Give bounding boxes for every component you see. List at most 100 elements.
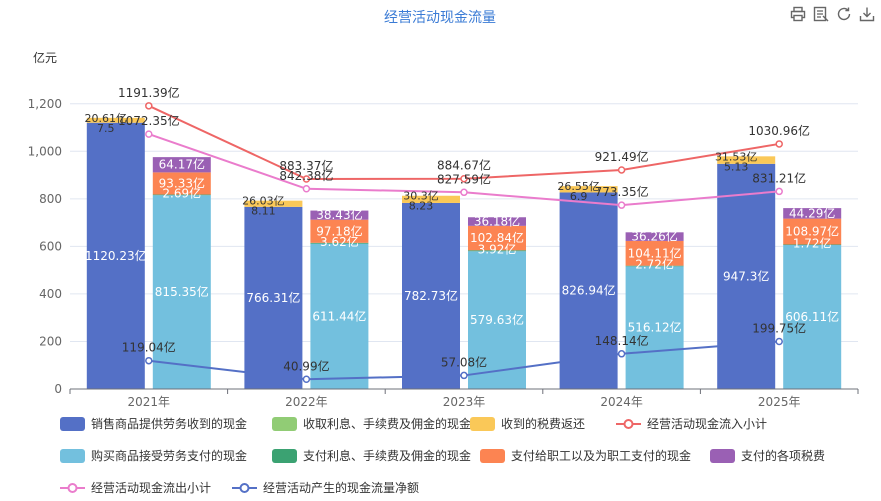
x-tick-label: 2022年 [285, 395, 328, 409]
legend-item-outflow[interactable]: 经营活动现金流出小计 [60, 480, 211, 495]
legend-swatch-purchase [60, 449, 85, 463]
point-outflow [145, 130, 153, 138]
legend-label-interest_out: 支付利息、手续费及佣金的现金 [303, 448, 471, 463]
bar-label-interest_out: 1.72亿 [793, 236, 832, 251]
legend-item-net[interactable]: 经营活动产生的现金流量净额 [232, 480, 419, 495]
bar-label-sales: 1120.23亿 [85, 248, 147, 263]
bar-label-staff: 93.33亿 [159, 175, 205, 190]
legend[interactable]: 销售商品提供劳务收到的现金 收取利息、手续费及佣金的现金 收到的税费返还 经营活动现金… [60, 416, 825, 495]
legend-marker-inflow [623, 419, 634, 429]
point-net [145, 356, 153, 365]
y-tick-label: 400 [39, 287, 62, 301]
print-icon[interactable] [790, 6, 806, 22]
line-label-inflow: 884.67亿 [437, 158, 491, 173]
bar-taxes [152, 157, 211, 173]
line-label-inflow: 883.37亿 [279, 158, 333, 173]
line-label-inflow: 921.49亿 [595, 149, 649, 164]
point-net [617, 350, 626, 358]
point-outflow [302, 185, 311, 193]
bar-label-small: 7.5 [97, 122, 115, 135]
bar-interest_out [783, 244, 842, 246]
bars [86, 117, 842, 389]
bar-label-interest_out: 3.92亿 [478, 241, 517, 256]
legend-item-staff[interactable]: 支付给职工以及为职工支付的现金 [480, 448, 691, 463]
legend-item-interest_in[interactable]: 收取利息、手续费及佣金的现金 [272, 416, 471, 431]
legend-label-outflow: 经营活动现金流出小计 [91, 480, 211, 495]
bar-purchase [783, 244, 842, 389]
x-tick-label: 2023年 [443, 395, 486, 409]
bar-tax_refund [559, 186, 618, 193]
bar-interest_out [152, 194, 211, 196]
y-axis-unit: 亿元 [33, 50, 57, 65]
bar-purchase [625, 266, 684, 389]
bar-staff [783, 218, 842, 245]
bar-label-staff: 97.18亿 [316, 223, 362, 238]
bar-label-purchase: 579.63亿 [470, 312, 524, 327]
bar-tax_refund [86, 117, 145, 123]
legend-item-inflow[interactable]: 经营活动现金流入小计 [616, 416, 767, 431]
line-label-outflow: 827.59亿 [437, 171, 491, 186]
legend-swatch-interest_in [272, 417, 297, 431]
legend-marker-outflow [67, 483, 78, 493]
legend-item-tax_refund[interactable]: 收到的税费返还 [470, 416, 585, 431]
bar-purchase [310, 243, 369, 389]
bar-label-sales: 782.73亿 [404, 288, 458, 303]
legend-label-net: 经营活动产生的现金流量净额 [263, 480, 419, 495]
y-tick-label: 600 [39, 239, 62, 253]
bar-label-taxes: 64.17亿 [159, 157, 205, 172]
line-label-inflow: 1191.39亿 [118, 85, 180, 100]
lines [145, 102, 783, 384]
bar-label-taxes: 44.29亿 [789, 205, 835, 220]
point-net [775, 337, 783, 346]
refresh-icon[interactable] [836, 6, 852, 22]
bar-label-taxes: 36.18亿 [474, 214, 520, 229]
bar-label-purchase: 516.12亿 [628, 320, 682, 335]
point-inflow [775, 140, 783, 148]
legend-label-sales: 销售商品提供劳务收到的现金 [91, 416, 247, 431]
bar-sales [402, 202, 460, 389]
bar-purchase [468, 251, 526, 389]
bar-label-tax-refund: 30.3亿 [403, 190, 439, 203]
bar-label-taxes: 38.43亿 [316, 207, 362, 222]
legend-item-interest_out[interactable]: 支付利息、手续费及佣金的现金 [272, 448, 471, 463]
bar-taxes [783, 208, 842, 219]
bar-interest_out [468, 250, 526, 252]
legend-label-inflow: 经营活动现金流入小计 [647, 416, 767, 431]
bar-label-small: 5.13 [724, 160, 749, 173]
point-net [460, 371, 468, 380]
point-inflow [145, 102, 153, 110]
bar-sales [86, 122, 145, 389]
legend-label-tax_refund: 收到的税费返还 [501, 416, 585, 431]
y-tick-label: 800 [39, 192, 62, 206]
data-view-icon[interactable] [813, 6, 829, 22]
point-outflow [775, 187, 783, 196]
download-icon[interactable] [859, 6, 875, 22]
bar-interest_out [310, 242, 369, 244]
line-label-inflow: 1030.96亿 [748, 123, 810, 138]
y-tick-label: 200 [39, 334, 62, 348]
bar-label-staff: 108.97亿 [785, 224, 839, 239]
point-inflow [460, 174, 468, 183]
point-inflow [302, 175, 311, 183]
bar-label-purchase: 815.35亿 [155, 284, 209, 299]
legend-swatch-staff [480, 449, 505, 463]
legend-label-staff: 支付给职工以及为职工支付的现金 [511, 448, 691, 463]
bar-sales [244, 206, 303, 389]
legend-item-purchase[interactable]: 购买商品接受劳务支付的现金 [60, 448, 247, 463]
bar-label-small: 6.9 [570, 190, 588, 203]
line-label-outflow: 1072.35亿 [118, 113, 180, 128]
line-label-net: 119.04亿 [122, 340, 176, 355]
legend-item-sales[interactable]: 销售商品提供劳务收到的现金 [60, 416, 247, 431]
bar-label-tax-refund: 26.55亿 [557, 180, 600, 193]
legend-swatch-tax_refund [470, 417, 495, 431]
bar-staff [310, 219, 369, 243]
bar-taxes [625, 232, 684, 241]
bar-tax_refund [717, 156, 776, 164]
line-label-net: 40.99亿 [283, 358, 329, 373]
bar-label-interest_out: 2.69亿 [162, 186, 201, 201]
y-tick-label: 0 [54, 382, 62, 396]
x-axis: 2021年 2022年 2023年 2024年 2025年 [69, 388, 859, 409]
bar-label-sales: 826.94亿 [562, 283, 616, 298]
legend-item-taxes[interactable]: 支付的各项税费 [710, 448, 825, 463]
